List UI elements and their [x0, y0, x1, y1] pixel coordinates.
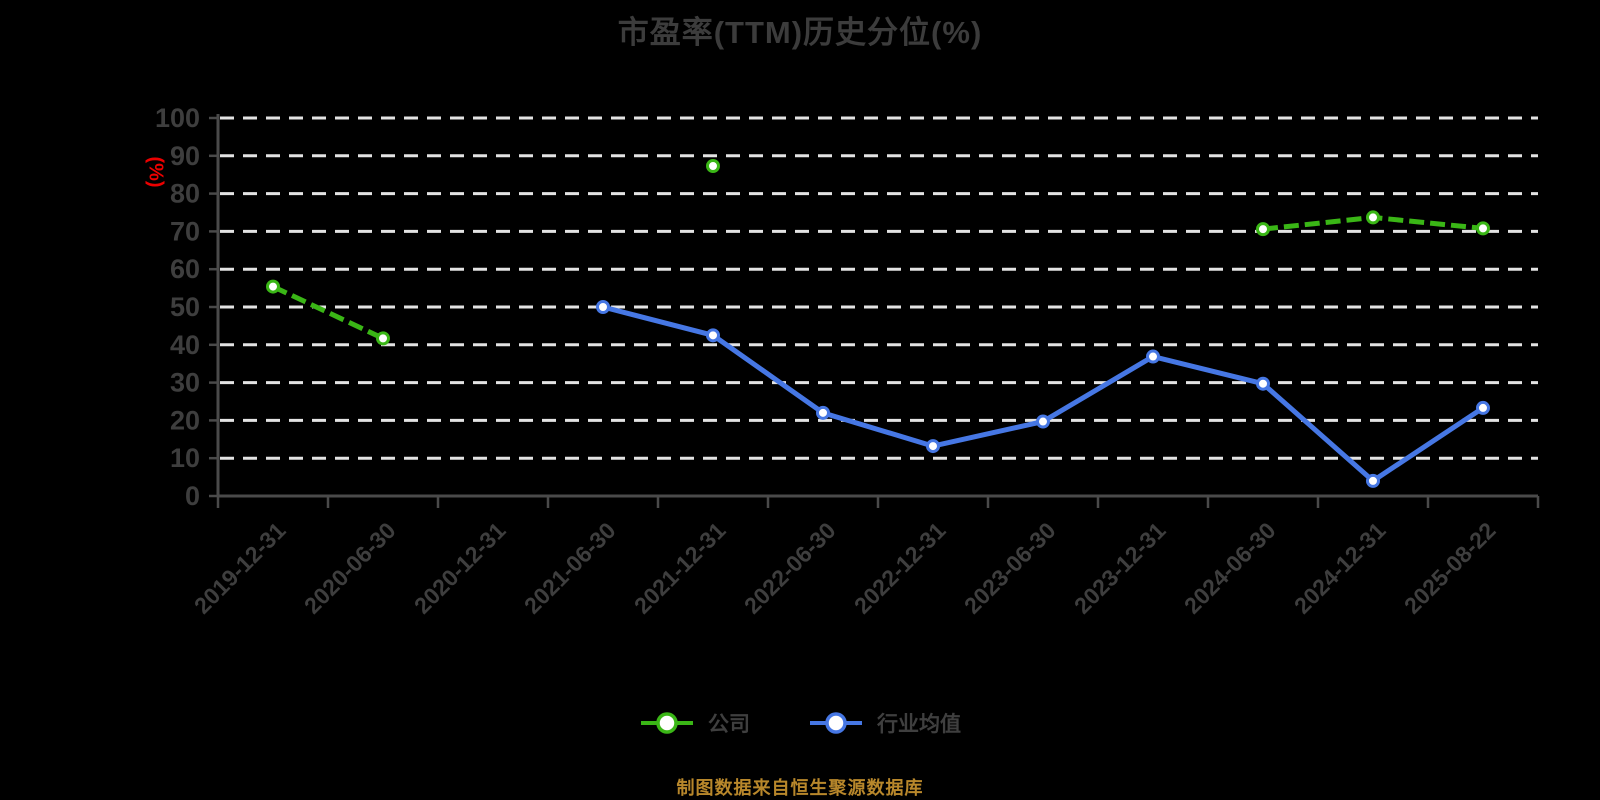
- series-segment: [602, 304, 1485, 484]
- data-point[interactable]: [926, 439, 940, 454]
- data-point[interactable]: [1366, 210, 1380, 225]
- x-axis-tick-label: 2023-12-31: [1069, 517, 1171, 619]
- x-axis-tick-label: 2025-08-22: [1399, 517, 1501, 619]
- data-point[interactable]: [376, 331, 390, 346]
- data-point[interactable]: [1256, 222, 1270, 237]
- y-axis-labels: 0 10 20 30 40 50 60 70 80 90 100: [155, 103, 200, 511]
- x-axis-tick-label: 2020-06-30: [299, 517, 401, 619]
- data-source-caption: 制图数据来自恒生聚源数据库: [676, 778, 924, 798]
- y-axis-tick-label: 70: [170, 216, 200, 246]
- legend-label-company: 公司: [708, 713, 750, 736]
- y-axis-tick-label: 60: [170, 254, 200, 284]
- data-point[interactable]: [1366, 473, 1380, 488]
- legend-item-industry-average[interactable]: 行业均值: [808, 708, 961, 738]
- series-line-1: [602, 304, 1485, 484]
- chart-title: 市盈率(TTM)历史分位(%): [617, 15, 983, 50]
- y-axis-tick-label: 20: [170, 405, 200, 435]
- legend-item-company[interactable]: 公司: [639, 708, 750, 738]
- plot-area: 0 10 20 30 40 50 60 70 80 90 100 2019-12-31 2020-06-…: [155, 103, 1540, 619]
- gridlines: [220, 116, 1538, 460]
- x-axis-tick-label: 2023-06-30: [959, 517, 1061, 619]
- x-axis-labels: 2019-12-31 2020-06-30 2020-12-31 2021-06-30…: [189, 517, 1501, 619]
- y-axis-tick-label: 90: [170, 141, 200, 171]
- series-line-0: [271, 214, 1484, 341]
- data-point[interactable]: [1256, 376, 1270, 391]
- data-point[interactable]: [706, 159, 720, 174]
- data-point[interactable]: [1476, 221, 1490, 236]
- y-axis-tick-label: 40: [170, 330, 200, 360]
- data-point[interactable]: [816, 405, 830, 420]
- y-axis-tick-label: 30: [170, 368, 200, 398]
- y-axis-tick-label: 80: [170, 179, 200, 209]
- x-axis-tick-label: 2024-12-31: [1289, 517, 1391, 619]
- data-point[interactable]: [596, 300, 610, 314]
- company-series-marker-icon: [641, 712, 693, 734]
- data-point[interactable]: [1146, 349, 1160, 364]
- y-axis-tick-label: 0: [185, 481, 200, 511]
- data-point[interactable]: [1036, 414, 1050, 429]
- data-point[interactable]: [266, 279, 280, 294]
- data-point[interactable]: [706, 328, 720, 343]
- series-segment: [271, 284, 385, 341]
- y-axis-tick-label: 100: [155, 103, 200, 133]
- x-axis-tick-label: 2024-06-30: [1179, 517, 1281, 619]
- legend: 公司 行业均值: [0, 708, 1600, 738]
- x-axis-tick-label: 2019-12-31: [189, 517, 291, 619]
- x-axis-tick-label: 2021-06-30: [519, 517, 621, 619]
- x-axis-tick-label: 2022-06-30: [739, 517, 841, 619]
- y-axis-tick-label: 50: [170, 292, 200, 322]
- y-axis-tick-label: 10: [170, 443, 200, 473]
- industry-average-series-marker-icon: [810, 712, 862, 734]
- legend-label-industry-average: 行业均值: [877, 713, 961, 736]
- axes: [209, 114, 1540, 508]
- x-axis-tick-label: 2020-12-31: [409, 517, 511, 619]
- x-axis-tick-label: 2021-12-31: [629, 517, 731, 619]
- data-point[interactable]: [1476, 400, 1490, 415]
- x-axis-tick-label: 2022-12-31: [849, 517, 951, 619]
